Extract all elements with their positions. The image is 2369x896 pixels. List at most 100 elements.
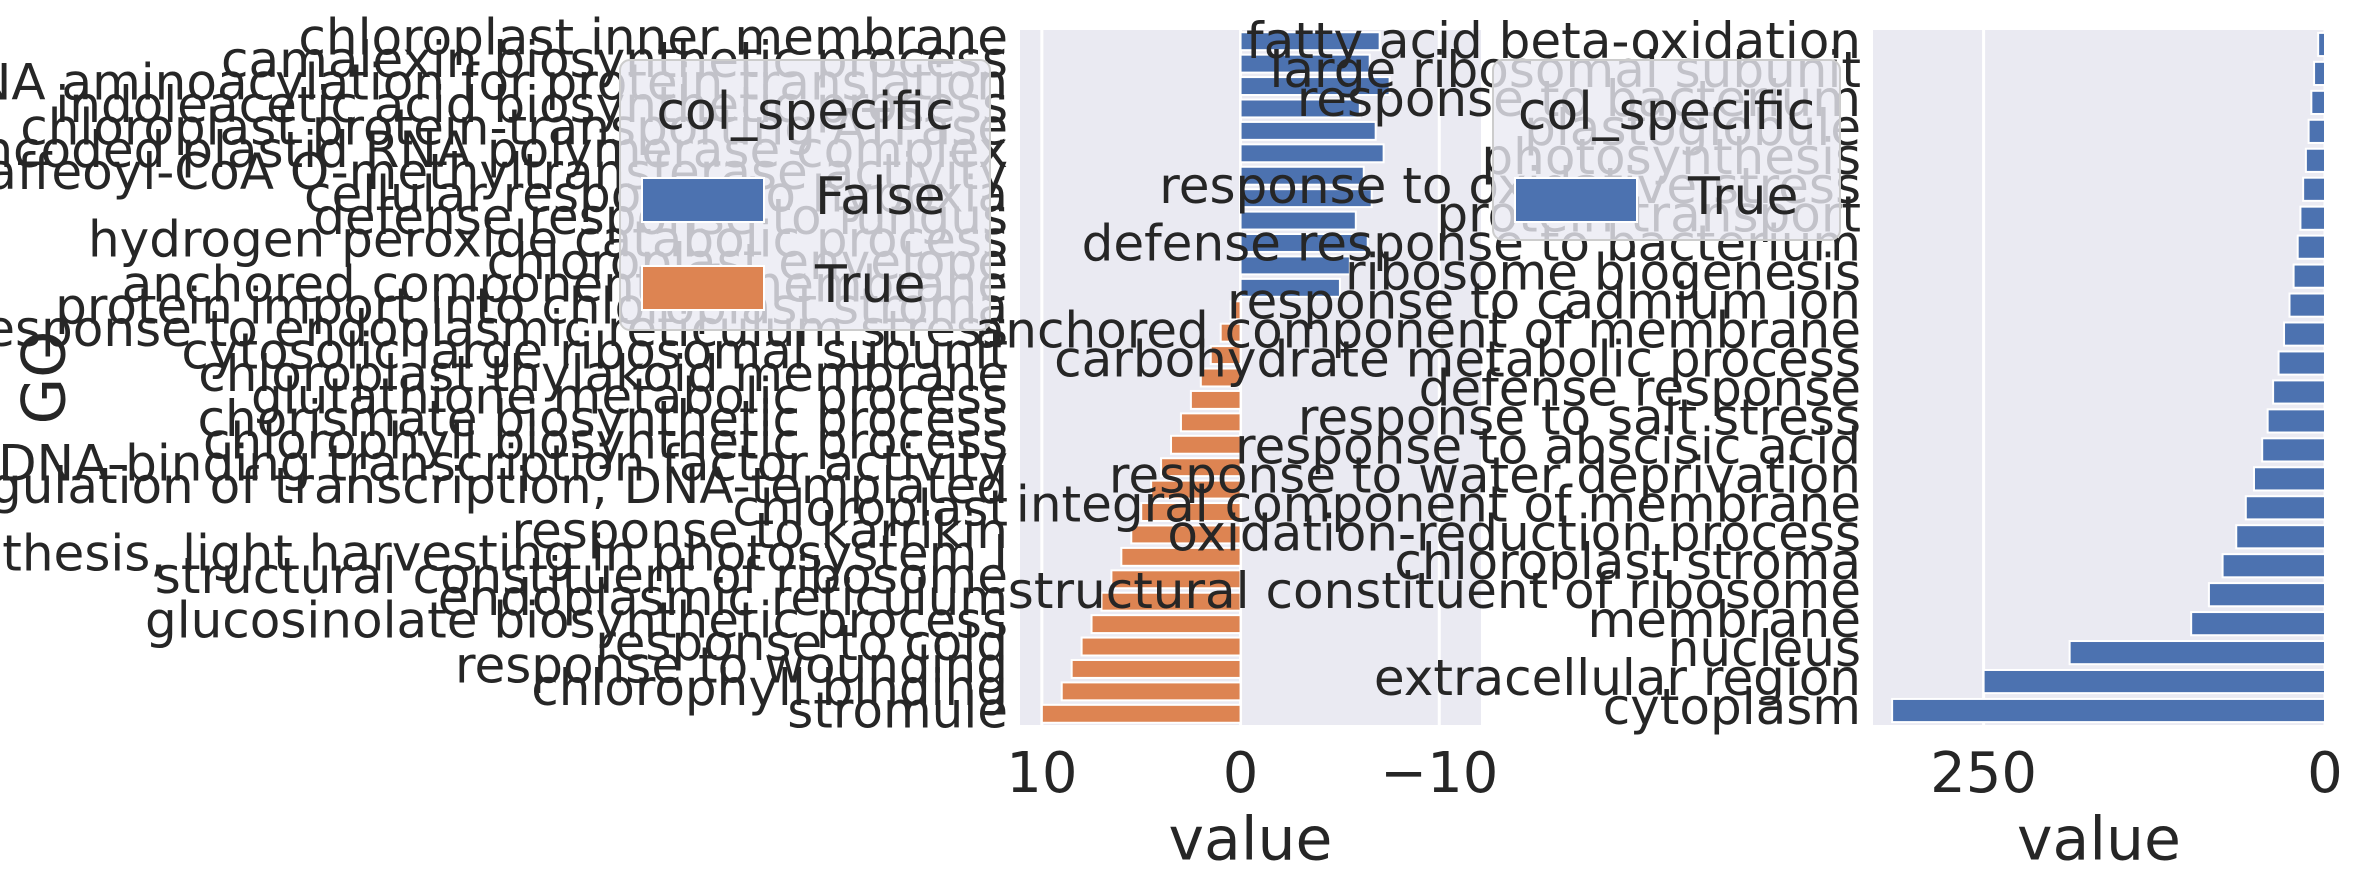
legend-box bbox=[619, 59, 991, 331]
y-tick-label: anchored component of membrane bbox=[975, 302, 1861, 360]
bar bbox=[2299, 205, 2326, 231]
y-tick-label: stromule bbox=[787, 681, 1008, 739]
y-tick-label: chlorophyll biosynthetic process bbox=[203, 412, 1008, 470]
y-tick-label: chorismate biosynthetic process bbox=[198, 390, 1009, 448]
y-tick-label: extracellular region bbox=[1374, 649, 1861, 707]
y-tick-label: chlorophyll binding bbox=[531, 659, 1008, 717]
x-tick-label: 0 bbox=[1223, 741, 1259, 806]
y-tick-label: response to water deprivation bbox=[1109, 446, 1861, 504]
bar bbox=[1179, 412, 1242, 433]
y-tick-label: DNA-binding transcription factor activit… bbox=[0, 435, 1008, 493]
legend-swatch bbox=[641, 177, 765, 223]
bar bbox=[1239, 255, 1351, 276]
bar bbox=[1110, 569, 1242, 590]
legend-swatch bbox=[1514, 177, 1638, 223]
y-tick-label: glutathione metabolic process bbox=[251, 367, 1008, 425]
x-tick-label: 250 bbox=[1930, 741, 2037, 806]
y-tick-label: membrane bbox=[1587, 591, 1861, 649]
bar bbox=[1239, 210, 1357, 231]
bar bbox=[2207, 582, 2326, 608]
bar bbox=[1140, 502, 1242, 522]
y-tick-label: oxidation-reduction process bbox=[1167, 504, 1861, 562]
x-tick-label: 0 bbox=[2307, 741, 2343, 806]
bar bbox=[1982, 668, 2326, 695]
bar bbox=[1199, 367, 1242, 388]
y-tick-label: response to abscisic acid bbox=[1235, 417, 1861, 475]
bar bbox=[1239, 98, 1361, 119]
x-axis-label: value bbox=[1169, 805, 1333, 875]
bar bbox=[1080, 636, 1242, 657]
y-tick-label: cytosolic large ribosomal subunit bbox=[181, 323, 1008, 381]
y-tick-label: carbohydrate metabolic process bbox=[1054, 331, 1861, 389]
bar bbox=[1229, 300, 1242, 321]
y-tick-label: photosynthesis, light harvesting in phot… bbox=[0, 524, 1008, 582]
y-tick-label: glucosinolate biosynthetic process bbox=[145, 592, 1008, 650]
legend-title: col_specific bbox=[1518, 82, 1815, 142]
y-tick-label: cytoplasm bbox=[1603, 678, 1861, 736]
bar bbox=[1120, 546, 1242, 567]
bar bbox=[2266, 408, 2326, 434]
y-tick-label: nucleus bbox=[1668, 620, 1861, 678]
y-tick-label: integral component of membrane bbox=[1016, 475, 1861, 533]
bar bbox=[2313, 60, 2326, 87]
y-tick-label: ribosome biogenesis bbox=[1345, 244, 1861, 302]
y-tick-label: response to salt stress bbox=[1298, 388, 1861, 446]
bar bbox=[2283, 321, 2326, 347]
bar bbox=[2068, 640, 2326, 666]
y-tick-label: structural constituent of ribosome bbox=[155, 547, 1008, 605]
bar bbox=[1209, 345, 1242, 366]
legend-label: True bbox=[814, 255, 925, 315]
bar bbox=[2272, 379, 2326, 405]
bar bbox=[1891, 697, 2326, 724]
bar bbox=[1239, 188, 1373, 209]
y-tick-label: regulation of transcription, DNA-templat… bbox=[0, 457, 1008, 515]
bar bbox=[1090, 614, 1242, 635]
y-tick-label: chloroplast bbox=[732, 480, 1008, 538]
bar bbox=[1150, 479, 1242, 500]
bar bbox=[2302, 176, 2327, 202]
bar bbox=[2296, 234, 2326, 260]
bar bbox=[1189, 389, 1242, 410]
bar bbox=[1239, 165, 1365, 186]
y-tick-label: structural constituent of ribosome bbox=[1008, 562, 1861, 620]
bar bbox=[1239, 277, 1341, 298]
bar bbox=[2307, 118, 2326, 144]
bar bbox=[1239, 233, 1369, 253]
y-tick-label: defense response bbox=[1419, 359, 1861, 417]
x-tick-label: 10 bbox=[1006, 741, 1077, 806]
legend-label: False bbox=[815, 167, 946, 227]
y-tick-label: response to karrikin bbox=[512, 502, 1008, 560]
bar bbox=[1239, 143, 1385, 164]
x-tick-label: −10 bbox=[1380, 741, 1498, 806]
y-tick-label: chloroplast thylakoid membrane bbox=[198, 345, 1008, 403]
bar bbox=[2261, 437, 2327, 463]
bar bbox=[2304, 147, 2326, 173]
bar bbox=[1219, 322, 1242, 343]
bar bbox=[1040, 703, 1242, 724]
legend-title: col_specific bbox=[656, 82, 953, 142]
bar bbox=[2277, 350, 2327, 376]
bar bbox=[1239, 120, 1377, 141]
bar bbox=[2221, 553, 2326, 579]
bar bbox=[2235, 524, 2327, 550]
legend-label: True bbox=[1687, 167, 1798, 227]
bar bbox=[1070, 658, 1242, 679]
bar bbox=[1100, 591, 1242, 612]
bar bbox=[1160, 457, 1242, 478]
y-tick-label: response to cadmium ion bbox=[1227, 273, 1861, 331]
y-tick-label: response to cold bbox=[595, 614, 1008, 672]
bar bbox=[2317, 31, 2326, 58]
bar bbox=[1060, 681, 1242, 702]
bar bbox=[2292, 263, 2326, 289]
bar bbox=[1130, 524, 1242, 545]
bar bbox=[2244, 495, 2327, 521]
bar bbox=[1170, 434, 1242, 455]
bar bbox=[1239, 31, 1381, 52]
bar bbox=[1239, 53, 1371, 74]
y-tick-label: chloroplast stroma bbox=[1394, 533, 1861, 591]
bar bbox=[2252, 466, 2327, 492]
plot-area bbox=[1873, 30, 2325, 725]
y-tick-label: response to wounding bbox=[455, 636, 1008, 694]
bar bbox=[1239, 76, 1391, 97]
